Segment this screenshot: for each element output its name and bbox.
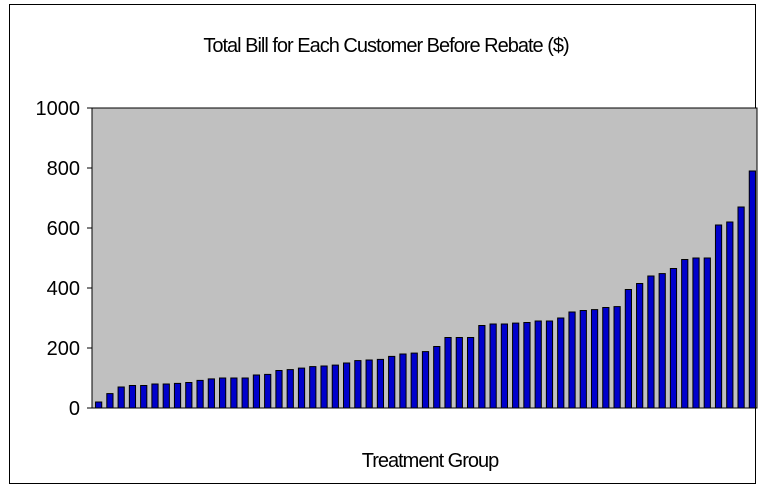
bar (737, 206, 745, 409)
bars (95, 170, 756, 409)
bar (95, 401, 103, 409)
bar (613, 306, 621, 409)
bar (433, 346, 441, 409)
y-axis: 0 200 400 600 800 1000 (36, 98, 93, 420)
bar (714, 224, 723, 409)
bar (230, 377, 238, 409)
bar (500, 323, 508, 409)
bar (647, 275, 655, 409)
bar (275, 370, 283, 409)
bar (602, 307, 610, 409)
bar (534, 320, 542, 409)
bar (444, 337, 452, 409)
bar (140, 385, 148, 409)
bar (309, 366, 317, 409)
y-tick-label: 600 (47, 218, 80, 240)
bar (523, 322, 531, 409)
bar (726, 221, 734, 409)
bar (557, 317, 565, 409)
bar (264, 373, 272, 409)
y-tick-label: 0 (69, 398, 80, 420)
y-tick-label: 800 (47, 158, 80, 180)
y-tick-label: 400 (47, 278, 80, 300)
bar (466, 337, 475, 409)
bar (219, 377, 227, 409)
bar (421, 351, 430, 409)
bar (388, 355, 396, 409)
bar (128, 385, 137, 409)
bar (410, 352, 418, 409)
bar (703, 257, 711, 409)
bar (365, 359, 373, 409)
bar (320, 365, 328, 409)
bar (331, 364, 339, 409)
x-axis-label: Treatment Group (362, 450, 499, 472)
bar (185, 382, 193, 409)
bar (658, 273, 666, 409)
bar (545, 320, 554, 409)
bar (354, 360, 362, 409)
bar (579, 310, 587, 409)
bar (478, 325, 486, 409)
bar (624, 289, 632, 409)
bar (252, 374, 261, 409)
bar (669, 268, 678, 409)
bar (173, 382, 182, 409)
bar (297, 367, 306, 409)
bar (162, 383, 170, 409)
bar (636, 283, 644, 409)
bar (681, 259, 689, 409)
bar (207, 378, 215, 409)
bar (590, 309, 599, 409)
bar (512, 322, 520, 409)
bar (692, 257, 700, 409)
bar (106, 393, 114, 409)
bar (455, 337, 463, 409)
bar (376, 358, 385, 409)
bar (286, 369, 294, 409)
y-tick-label: 200 (47, 338, 80, 360)
bar (748, 170, 756, 409)
bar (151, 383, 159, 409)
bar (489, 323, 497, 409)
bar (196, 379, 204, 409)
chart-title: Total Bill for Each Customer Before Reba… (203, 35, 569, 57)
bar (399, 353, 407, 409)
bar (117, 386, 125, 409)
bar (241, 377, 249, 409)
bar (568, 311, 576, 409)
bar (343, 362, 351, 409)
y-tick-label: 1000 (36, 98, 81, 120)
